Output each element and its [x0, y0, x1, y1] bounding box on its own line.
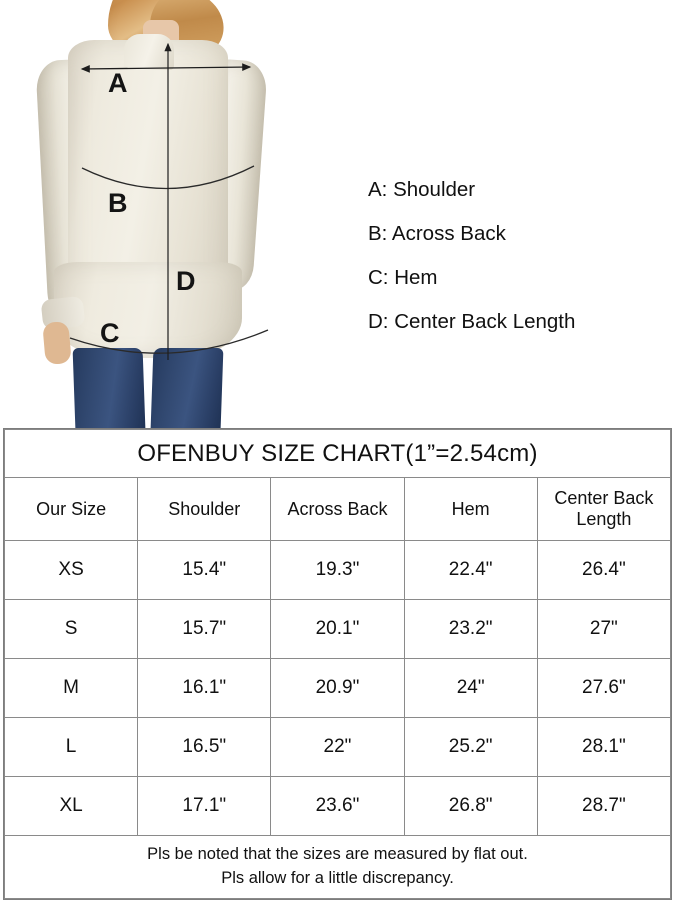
blazer-hem-flare: [54, 262, 242, 358]
column-header-center-back-length: Center Back Length: [536, 477, 672, 541]
table-row: M 16.1" 20.9" 24" 27.6": [3, 658, 672, 718]
legend-item-d: D: Center Back Length: [368, 310, 576, 333]
cell-size: XS: [3, 540, 139, 600]
cell-size: XL: [3, 776, 139, 836]
cell-hem: 25.2": [403, 717, 538, 777]
table-row: XL 17.1" 23.6" 26.8" 28.7": [3, 776, 672, 836]
cell-shoulder: 15.7": [137, 599, 272, 659]
cell-hem: 24": [403, 658, 538, 718]
legend-item-a: A: Shoulder: [368, 178, 476, 201]
column-header-hem: Hem: [403, 477, 538, 541]
table-row: L 16.5" 22" 25.2" 28.1": [3, 717, 672, 777]
marker-letter-d: D: [176, 266, 196, 296]
size-chart-title: OFENBUY SIZE CHART(1”=2.54cm): [4, 429, 671, 478]
table-note-row: Pls be noted that the sizes are measured…: [4, 835, 671, 899]
cell-shoulder: 15.4": [137, 540, 272, 600]
marker-letter-c: C: [100, 318, 120, 348]
cell-hem: 23.2": [403, 599, 538, 659]
table-title-row: OFENBUY SIZE CHART(1”=2.54cm): [4, 429, 671, 478]
measurement-overlay: [69, 42, 269, 360]
cell-hem: 22.4": [403, 540, 538, 600]
cell-size: L: [3, 717, 139, 777]
cell-size: S: [3, 599, 139, 659]
cell-shoulder: 17.1": [137, 776, 272, 836]
cell-center-back-length: 27": [536, 599, 672, 659]
cell-hem: 26.8": [403, 776, 538, 836]
legend-item-b: B: Across Back: [368, 222, 506, 245]
cell-shoulder: 16.5": [137, 717, 272, 777]
cell-across-back: 20.1": [270, 599, 405, 659]
cell-size: M: [3, 658, 139, 718]
cell-across-back: 22": [270, 717, 405, 777]
cell-across-back: 20.9": [270, 658, 405, 718]
note-line-2: Pls allow for a little discrepancy.: [221, 869, 454, 887]
cell-center-back-length: 26.4": [536, 540, 672, 600]
product-photo-panel: A B C D A: Shoulder B: Across Back C: He…: [0, 0, 679, 428]
measure-line-a: [80, 63, 252, 73]
note-line-1: Pls be noted that the sizes are measured…: [147, 845, 528, 864]
cell-center-back-length: 27.6": [536, 658, 672, 718]
cell-shoulder: 16.1": [137, 658, 272, 718]
table-row: S 15.7" 20.1" 23.2" 27": [3, 599, 672, 659]
column-header-across-back: Across Back: [270, 477, 405, 541]
cell-across-back: 23.6": [270, 776, 405, 836]
size-chart-table: OFENBUY SIZE CHART(1”=2.54cm) Our Size S…: [3, 429, 672, 899]
measurement-letters: A B C D: [0, 0, 400, 428]
cell-center-back-length: 28.7": [536, 776, 672, 836]
legend-item-c: C: Hem: [368, 266, 438, 289]
table-row: XS 15.4" 19.3" 22.4" 26.4": [3, 540, 672, 600]
measurement-legend: A: Shoulder B: Across Back C: Hem D: Cen…: [368, 178, 668, 354]
size-chart-note: Pls be noted that the sizes are measured…: [4, 835, 671, 899]
column-header-shoulder: Shoulder: [137, 477, 272, 541]
marker-letter-b: B: [108, 188, 128, 218]
cell-across-back: 19.3": [270, 540, 405, 600]
marker-letter-a: A: [108, 68, 128, 98]
column-header-our-size: Our Size: [3, 477, 139, 541]
cell-center-back-length: 28.1": [536, 717, 672, 777]
size-chart-table-wrapper: OFENBUY SIZE CHART(1”=2.54cm) Our Size S…: [3, 428, 672, 900]
table-header-row: Our Size Shoulder Across Back Hem Center…: [3, 477, 672, 541]
